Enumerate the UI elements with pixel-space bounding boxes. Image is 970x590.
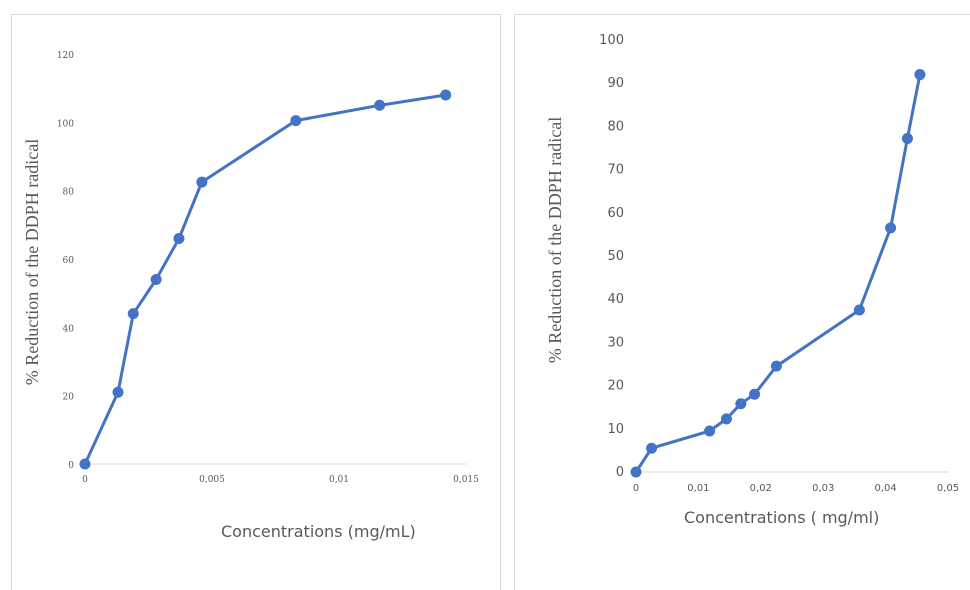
chart-panel-right [514, 14, 970, 590]
right-y-axis-label: % Reduction of the DDPH radical [545, 117, 565, 363]
left-y-tick-label: 40 [63, 324, 75, 334]
right-line-chart: 0 10 20 30 40 50 60 70 80 90 100 0 0,01 0,02 0,03 0,04… [545, 33, 959, 527]
left-y-tick-label: 80 [63, 188, 75, 198]
left-data-point [290, 115, 302, 127]
right-x-tick-label: 0,05 [937, 483, 959, 494]
right-y-tick-label: 50 [607, 249, 624, 264]
left-data-point [196, 176, 208, 188]
left-x-axis-label: Concentrations (mg/mL) [221, 522, 416, 541]
left-y-tick-labels: 0 20 40 60 80 100 120 [57, 51, 74, 471]
left-line-chart: 0 20 40 60 80 100 120 0 0,005 0,01 0,015 % Reduct… [22, 51, 479, 541]
chart-panel-left [11, 14, 501, 590]
left-data-point [173, 233, 185, 244]
right-data-point [901, 132, 913, 144]
right-series-line [634, 74, 922, 473]
left-x-tick-labels: 0 0,005 0,01 0,015 [82, 475, 479, 485]
right-y-tick-label: 0 [616, 465, 624, 480]
right-x-axis-label: Concentrations ( mg/ml) [684, 508, 879, 527]
right-x-tick-label: 0,01 [687, 483, 709, 494]
right-y-tick-label: 20 [607, 379, 624, 394]
left-data-point [79, 458, 91, 470]
right-data-point [630, 466, 642, 478]
right-data-point [735, 398, 747, 410]
right-y-tick-label: 30 [607, 335, 624, 350]
left-data-point [374, 99, 386, 111]
right-series-points [630, 69, 926, 478]
right-data-point [720, 413, 732, 425]
left-x-tick-label: 0,005 [199, 475, 225, 485]
right-data-point [704, 425, 716, 437]
left-y-tick-label: 0 [68, 461, 74, 471]
right-x-tick-label: 0,04 [874, 483, 896, 494]
left-series-line [83, 93, 446, 465]
left-y-tick-label: 20 [63, 393, 75, 403]
left-y-axis-label: % Reduction of the DDPH radical [22, 139, 42, 385]
right-data-point [853, 304, 865, 316]
left-y-tick-label: 120 [57, 51, 74, 61]
left-data-point [112, 386, 124, 398]
left-x-tick-label: 0,015 [453, 475, 479, 485]
right-x-tick-label: 0,02 [750, 483, 772, 494]
right-x-tick-labels: 0 0,01 0,02 0,03 0,04 0,05 [633, 483, 959, 494]
right-y-tick-label: 80 [607, 119, 624, 134]
right-x-tick-label: 0 [633, 483, 639, 494]
left-series-points [79, 89, 452, 470]
right-data-point [914, 69, 926, 81]
left-x-tick-label: 0,01 [329, 475, 349, 485]
right-y-tick-label: 90 [607, 76, 624, 91]
left-data-point [127, 308, 139, 320]
left-y-tick-label: 100 [57, 119, 74, 129]
left-data-point [150, 274, 162, 285]
right-y-tick-label: 10 [607, 422, 624, 437]
left-y-tick-label: 60 [63, 256, 75, 266]
right-data-point [770, 360, 782, 372]
right-data-point [749, 388, 761, 400]
right-y-tick-label: 70 [607, 163, 624, 178]
right-y-tick-labels: 0 10 20 30 40 50 60 70 80 90 100 [599, 33, 624, 480]
right-data-point [646, 442, 658, 454]
left-data-point [440, 89, 452, 101]
right-y-tick-label: 100 [599, 33, 624, 48]
right-y-tick-label: 40 [607, 292, 624, 307]
right-x-tick-label: 0,03 [812, 483, 834, 494]
left-x-tick-label: 0 [82, 475, 88, 485]
right-y-tick-label: 60 [607, 206, 624, 221]
right-data-point [885, 222, 897, 234]
